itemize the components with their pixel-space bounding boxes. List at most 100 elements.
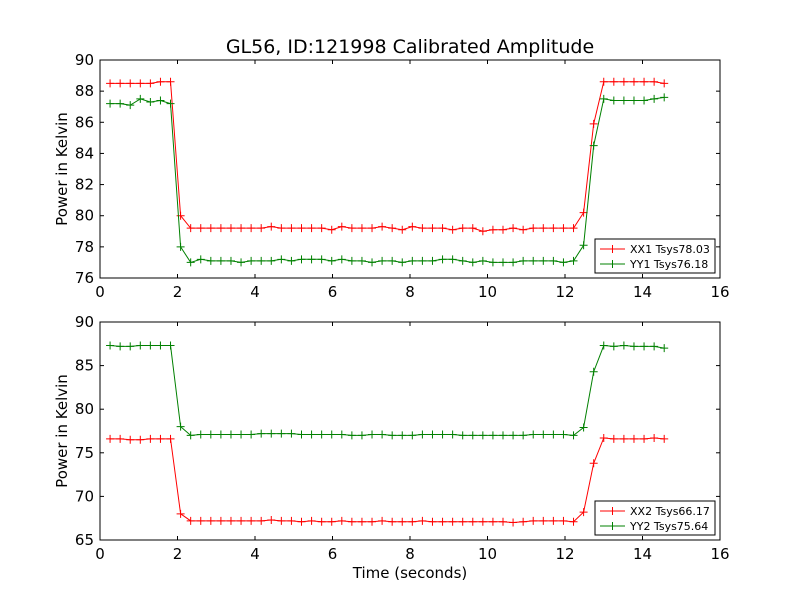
data-point	[428, 517, 437, 526]
data-point	[106, 99, 115, 108]
data-point	[428, 256, 437, 265]
data-point	[468, 431, 477, 440]
data-point	[368, 258, 377, 267]
data-point	[378, 516, 387, 525]
data-point	[126, 342, 135, 351]
data-point	[468, 517, 477, 526]
data-point	[660, 79, 669, 88]
data-point	[156, 77, 165, 86]
data-point	[368, 517, 377, 526]
data-point	[176, 242, 185, 251]
data-point	[226, 224, 235, 233]
data-point	[569, 431, 578, 440]
data-point	[438, 224, 447, 233]
data-point	[297, 255, 306, 264]
data-point	[589, 119, 598, 128]
data-point	[287, 516, 296, 525]
data-point	[337, 222, 346, 231]
data-point	[307, 255, 316, 264]
data-point	[478, 431, 487, 440]
data-point	[378, 430, 387, 439]
legend-marker	[608, 507, 617, 515]
data-point	[277, 255, 286, 264]
data-point	[559, 430, 568, 439]
data-point	[106, 341, 115, 350]
data-point	[307, 224, 316, 233]
data-point	[549, 516, 558, 525]
figure-title: GL56, ID:121998 Calibrated Amplitude	[226, 36, 594, 58]
data-point	[156, 434, 165, 443]
data-point	[126, 435, 135, 444]
data-point	[579, 508, 588, 517]
x-tick-label: 10	[478, 545, 497, 563]
y-tick-label: 80	[75, 400, 94, 418]
data-point	[247, 256, 256, 265]
data-point	[499, 225, 507, 234]
data-point	[619, 434, 628, 443]
x-tick-label: 4	[250, 283, 260, 301]
data-point	[529, 224, 538, 233]
data-point	[368, 224, 377, 233]
y-tick-label: 65	[75, 531, 94, 549]
data-point	[408, 222, 417, 231]
data-point	[277, 429, 286, 438]
data-point	[619, 341, 628, 350]
data-point	[237, 516, 246, 525]
data-point	[388, 224, 397, 233]
x-tick-label: 6	[328, 545, 338, 563]
y-tick-label: 75	[75, 444, 94, 462]
data-point	[619, 77, 628, 86]
data-point	[297, 430, 306, 439]
data-point	[146, 341, 155, 350]
data-point	[519, 256, 528, 265]
x-tick-label: 6	[328, 283, 338, 301]
series-2	[106, 341, 669, 440]
legend-entry: XX2 Tsys66.17	[630, 505, 710, 518]
data-point	[317, 255, 326, 264]
data-point	[549, 256, 558, 265]
data-point	[448, 225, 457, 234]
data-point	[599, 341, 608, 350]
data-point	[408, 431, 417, 440]
data-point	[347, 431, 356, 440]
data-point	[599, 433, 608, 442]
legend-box	[594, 238, 716, 274]
data-point	[529, 256, 538, 265]
data-point	[267, 256, 276, 265]
data-point	[589, 459, 598, 468]
series-2	[106, 93, 669, 267]
data-point	[166, 434, 175, 443]
data-point	[559, 258, 568, 267]
x-tick-label: 16	[710, 283, 729, 301]
data-point	[609, 77, 618, 86]
data-point	[418, 430, 427, 439]
data-point	[216, 256, 225, 265]
data-point	[206, 256, 215, 265]
x-tick-label: 8	[405, 283, 415, 301]
data-point	[277, 224, 286, 233]
data-point	[509, 518, 518, 527]
data-point	[579, 423, 588, 432]
data-point	[206, 224, 215, 233]
x-tick-label: 16	[710, 545, 729, 563]
data-point	[196, 224, 205, 233]
legend-entry: YY1 Tsys76.18	[629, 258, 708, 271]
data-point	[499, 517, 507, 526]
data-point	[519, 517, 528, 526]
data-point	[438, 255, 447, 264]
data-point	[116, 342, 125, 351]
data-point	[186, 516, 195, 525]
x-tick-label: 0	[95, 545, 105, 563]
data-point	[327, 256, 336, 265]
data-point	[307, 516, 316, 525]
data-point	[599, 77, 608, 86]
data-point	[317, 430, 326, 439]
data-point	[237, 258, 246, 267]
data-point	[216, 224, 225, 233]
data-point	[458, 517, 467, 526]
data-point	[640, 96, 649, 105]
data-point	[116, 434, 125, 443]
data-point	[226, 256, 235, 265]
data-point	[257, 256, 266, 265]
data-point	[166, 341, 175, 350]
